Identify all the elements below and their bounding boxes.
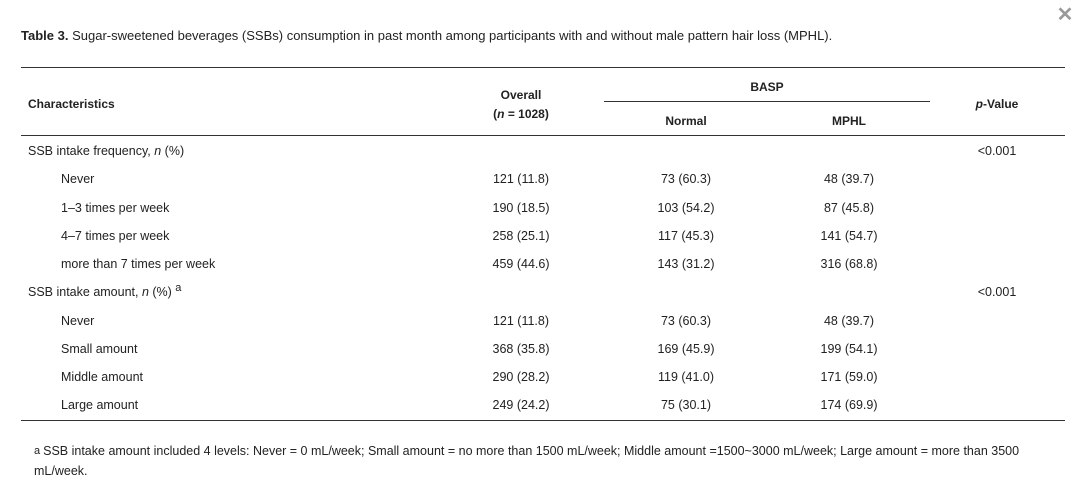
cell-mphl: 316 (68.8) <box>820 257 878 271</box>
caption-label: Table 3. <box>21 28 69 43</box>
cell-overall: 459 (44.6) <box>492 257 550 271</box>
footnote-marker: a <box>175 281 182 294</box>
table-footnote: a SSB intake amount included 4 levels: Ne… <box>34 441 1044 481</box>
table-row: Small amount 368 (35.8) 169 (45.9) 199 (… <box>21 335 1065 363</box>
row-label-suffix: (%) <box>161 144 185 158</box>
caption-text: Sugar-sweetened beverages (SSBs) consump… <box>72 28 833 43</box>
cell-mphl: 87 (45.8) <box>823 201 875 215</box>
cell-mphl: 141 (54.7) <box>820 229 878 243</box>
table-row: more than 7 times per week 459 (44.6) 14… <box>21 250 1065 278</box>
cell-normal: 117 (45.3) <box>657 229 715 243</box>
cell-overall: 121 (11.8) <box>492 314 550 328</box>
cell-mphl: 48 (39.7) <box>823 314 875 328</box>
header-normal: Normal <box>665 114 707 128</box>
row-label-prefix: SSB intake frequency, <box>28 144 155 158</box>
footnote-text: SSB intake amount included 4 levels: Nev… <box>34 444 1020 478</box>
close-icon[interactable]: ✕ <box>1056 4 1074 26</box>
table-row: Large amount 249 (24.2) 75 (30.1) 174 (6… <box>21 391 1065 419</box>
table-row: Never 121 (11.8) 73 (60.3) 48 (39.7) <box>21 307 1065 335</box>
table-row: 1–3 times per week 190 (18.5) 103 (54.2)… <box>21 194 1065 222</box>
row-label: Never <box>61 172 95 186</box>
table-bottom-rule <box>21 420 1065 421</box>
row-label-suffix: (%) <box>148 285 176 299</box>
table-caption: Table 3. Sugar-sweetened beverages (SSBs… <box>21 28 832 43</box>
row-label: Large amount <box>61 398 139 412</box>
cell-mphl: 48 (39.7) <box>823 172 875 186</box>
cell-overall: 121 (11.8) <box>492 172 550 186</box>
header-overall: Overall <box>500 88 542 102</box>
footnote-marker: a <box>34 445 41 457</box>
table-row: 4–7 times per week 258 (25.1) 117 (45.3)… <box>21 222 1065 250</box>
header-overall-n-suffix: = 1028) <box>504 107 549 121</box>
header-bottom-rule <box>21 135 1065 136</box>
table-row: SSB intake frequency, n (%) <0.001 <box>21 137 1065 165</box>
cell-mphl: 171 (59.0) <box>820 370 878 384</box>
row-label: SSB intake frequency, n (%) <box>28 144 184 158</box>
row-label: Small amount <box>61 342 138 356</box>
header-overall-n-prefix: ( <box>493 107 498 121</box>
cell-mphl: 174 (69.9) <box>820 398 878 412</box>
cell-normal: 119 (41.0) <box>657 370 715 384</box>
data-table: Characteristics Overall (n = 1028) BASP … <box>21 67 1065 421</box>
cell-overall: 190 (18.5) <box>492 201 550 215</box>
row-label-prefix: SSB intake amount, <box>28 285 142 299</box>
table-row: SSB intake amount, n (%) a <0.001 <box>21 278 1065 306</box>
cell-overall: 368 (35.8) <box>492 342 550 356</box>
header-overall-n: (n = 1028) <box>471 107 571 121</box>
row-label: 1–3 times per week <box>61 201 170 215</box>
table-top-rule <box>21 67 1065 68</box>
cell-pvalue: <0.001 <box>977 285 1017 299</box>
cell-pvalue: <0.001 <box>977 144 1017 158</box>
cell-overall: 290 (28.2) <box>492 370 550 384</box>
row-label: more than 7 times per week <box>61 257 216 271</box>
header-pvalue-italic: p <box>975 97 983 111</box>
row-label: Never <box>61 314 95 328</box>
cell-mphl: 199 (54.1) <box>820 342 878 356</box>
header-pvalue: p-Value <box>947 97 1047 111</box>
cell-normal: 169 (45.9) <box>657 342 715 356</box>
row-label: 4–7 times per week <box>61 229 170 243</box>
header-overall-n-italic: n <box>497 107 505 121</box>
cell-overall: 249 (24.2) <box>492 398 550 412</box>
row-label-italic: n <box>154 144 162 158</box>
cell-normal: 73 (60.3) <box>660 172 712 186</box>
cell-normal: 75 (30.1) <box>660 398 712 412</box>
cell-normal: 103 (54.2) <box>657 201 715 215</box>
header-characteristics: Characteristics <box>28 97 115 111</box>
row-label-italic: n <box>141 285 149 299</box>
table-row: Middle amount 290 (28.2) 119 (41.0) 171 … <box>21 363 1065 391</box>
table-row: Never 121 (11.8) 73 (60.3) 48 (39.7) <box>21 165 1065 193</box>
header-mphl: MPHL <box>832 114 866 128</box>
header-pvalue-suffix: -Value <box>982 97 1019 111</box>
cell-normal: 73 (60.3) <box>660 314 712 328</box>
header-basp: BASP <box>750 80 784 94</box>
basp-group-rule <box>604 101 930 102</box>
cell-overall: 258 (25.1) <box>492 229 550 243</box>
row-label: SSB intake amount, n (%) a <box>28 281 182 299</box>
row-label: Middle amount <box>61 370 143 384</box>
cell-normal: 143 (31.2) <box>657 257 715 271</box>
